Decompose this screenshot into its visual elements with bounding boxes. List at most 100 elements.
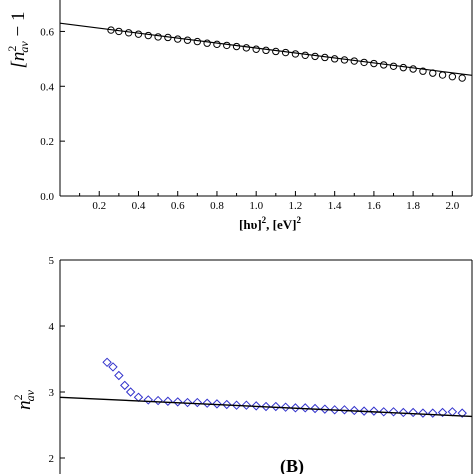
- panel-b-ylabel-sup: 2: [11, 394, 25, 400]
- a-xtick-label: 1.4: [328, 200, 342, 212]
- data-point: [124, 29, 133, 37]
- data-point: [398, 407, 409, 418]
- data-point: [339, 405, 350, 415]
- data-point: [290, 403, 301, 413]
- panel-a-xlabel-sup1: 2: [262, 215, 267, 225]
- data-point: [193, 37, 202, 46]
- a-xtick-label: 0.4: [132, 200, 146, 212]
- data-point: [311, 52, 319, 61]
- data-point: [114, 370, 124, 381]
- panel-a-x-ticks: 0.2 0.4 0.6 0.8 1.0 1.2 1.4 1.6 1.8 2.0: [79, 191, 473, 212]
- a-ytick-label: 0.2: [40, 136, 54, 148]
- panel-a-xlabel-part1: [hυ]: [239, 217, 262, 232]
- a-xtick-label: 2.0: [446, 200, 460, 212]
- data-point: [428, 408, 438, 418]
- panel-a-chart: 0.0 0.2 0.4 0.6 0.2 0.4 0.6 0.8 1.0 1.2 1.4 1.6 1.8…: [5, 0, 473, 232]
- data-point: [102, 357, 112, 368]
- data-point: [125, 387, 136, 397]
- data-point: [271, 401, 281, 412]
- b-ytick-label: 5: [49, 255, 55, 267]
- data-point: [212, 399, 222, 409]
- data-point: [369, 406, 379, 416]
- data-point: [261, 401, 271, 412]
- data-point: [163, 396, 173, 406]
- a-xtick-label: 1.2: [289, 200, 303, 212]
- data-point: [458, 74, 466, 82]
- data-point: [300, 403, 310, 413]
- data-point: [408, 407, 418, 418]
- panel-a-xlabel-part2: , [eV]: [266, 217, 296, 232]
- data-point: [359, 406, 369, 416]
- panel-a-y-axis-label: [n2av − 1: [5, 12, 31, 69]
- data-point: [280, 402, 291, 412]
- data-point: [409, 65, 417, 73]
- a-ytick-label: 0.6: [40, 26, 54, 38]
- panel-a-y-ticks: 0.0 0.2 0.4 0.6: [40, 26, 65, 203]
- data-point: [251, 401, 261, 411]
- panel-b-data-points: [102, 357, 467, 418]
- data-point: [252, 45, 260, 53]
- data-point: [143, 395, 153, 405]
- data-point: [457, 408, 467, 418]
- data-point: [320, 404, 330, 414]
- data-point: [301, 51, 309, 59]
- data-point: [153, 395, 163, 406]
- data-point: [310, 403, 320, 414]
- data-point: [438, 71, 447, 79]
- data-point: [232, 42, 241, 51]
- data-point: [120, 380, 130, 391]
- b-ytick-label: 4: [49, 321, 55, 333]
- panel-b-fit-line: [59, 396, 473, 418]
- data-point: [437, 407, 448, 418]
- data-point: [202, 398, 212, 408]
- data-point: [418, 408, 428, 418]
- data-point: [231, 400, 242, 410]
- panel-a-ylabel-tail: − 1: [8, 12, 29, 42]
- data-point: [291, 50, 300, 58]
- a-xtick-label: 0.2: [92, 200, 106, 212]
- data-point: [108, 362, 118, 372]
- a-xtick-label: 1.8: [406, 200, 420, 212]
- panel-b-y-axis-label: n2av: [11, 389, 37, 410]
- data-point: [203, 39, 211, 47]
- b-ytick-label: 3: [49, 387, 55, 399]
- data-point: [144, 31, 152, 40]
- data-point: [192, 397, 203, 408]
- data-point: [329, 405, 340, 415]
- data-point: [330, 55, 339, 63]
- a-xtick-label: 1.0: [249, 200, 263, 212]
- data-point: [154, 33, 162, 41]
- a-xtick-label: 0.8: [210, 200, 224, 212]
- panel-a-ylabel-base: [n: [8, 52, 29, 69]
- panel-b-chart: 2 3 4 5 n2av (B): [11, 255, 473, 474]
- data-point: [213, 40, 221, 49]
- a-xtick-label: 1.6: [367, 200, 381, 212]
- data-point: [379, 407, 389, 417]
- b-ytick-label: 2: [49, 453, 55, 465]
- data-point: [222, 399, 232, 410]
- data-point: [133, 392, 144, 402]
- data-point: [182, 397, 193, 408]
- panel-b-y-ticks: 2 3 4 5: [49, 255, 65, 465]
- panel-a-fit-line: [59, 22, 473, 76]
- data-point: [262, 46, 270, 55]
- panel-a-ylabel-sup: 2: [5, 46, 19, 52]
- a-ytick-label: 0.0: [40, 191, 54, 203]
- data-point: [349, 405, 359, 416]
- data-point: [174, 35, 182, 43]
- data-point: [447, 407, 458, 417]
- panel-b-ylabel-base: n: [14, 400, 35, 410]
- panel-a-x-axis-label: [hυ]2, [eV]2: [239, 215, 301, 232]
- data-point: [173, 397, 183, 407]
- panel-a-ylabel-sub: av: [17, 41, 31, 53]
- data-point: [134, 30, 143, 38]
- data-point: [448, 72, 457, 81]
- panel-b-annotation: (B): [280, 456, 304, 474]
- data-point: [223, 41, 231, 50]
- panel-a-xlabel-sup2: 2: [296, 215, 301, 225]
- data-point: [419, 67, 427, 75]
- a-ytick-label: 0.4: [40, 81, 54, 93]
- data-point: [241, 400, 252, 410]
- a-xtick-label: 0.6: [171, 200, 185, 212]
